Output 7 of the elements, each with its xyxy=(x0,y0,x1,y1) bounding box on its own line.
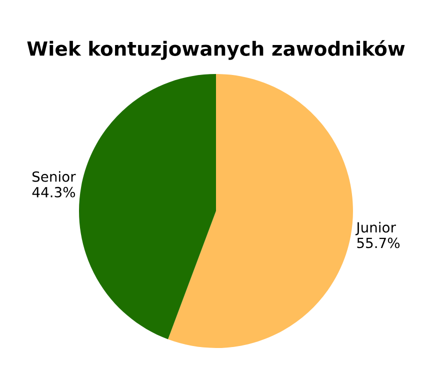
pie-slice xyxy=(79,74,216,340)
data-label: 44.3% xyxy=(32,186,76,198)
data-label: 55.7% xyxy=(357,238,400,248)
slice-label: Senior xyxy=(32,171,76,182)
chart-title: Wiek kontuzjowanych zawodników xyxy=(27,40,405,60)
slice-label: Junior xyxy=(355,222,396,236)
pie-slice xyxy=(168,74,353,348)
